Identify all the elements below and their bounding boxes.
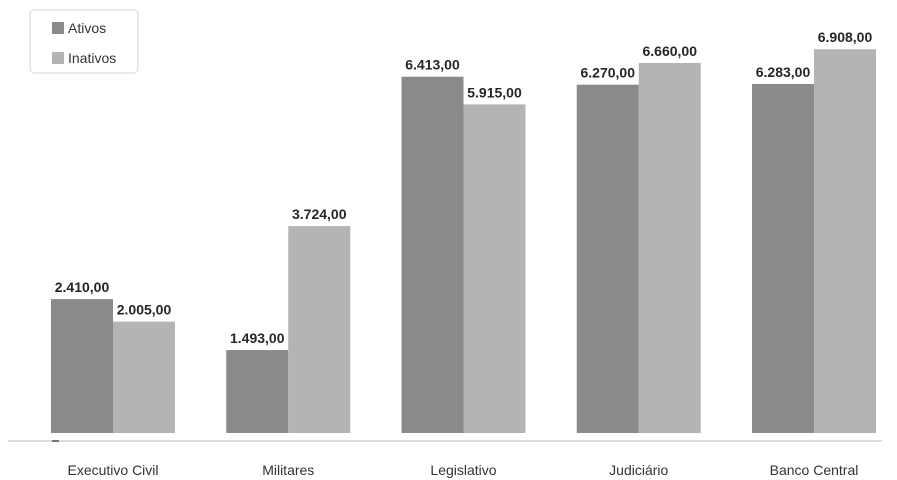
bar-ativos-legislativo — [401, 76, 464, 433]
legend-swatch-inativos — [52, 52, 64, 64]
value-label-ativos-banco-central: 6.283,00 — [756, 64, 811, 80]
value-label-inativos-judiciario: 6.660,00 — [643, 43, 698, 59]
value-label-inativos-militares: 3.724,00 — [292, 206, 347, 222]
value-label-ativos-executivo-civil: 2.410,00 — [55, 279, 110, 295]
value-label-ativos-judiciario: 6.270,00 — [581, 65, 636, 81]
legend-label-inativos: Inativos — [68, 50, 116, 66]
bar-inativos-executivo-civil — [113, 321, 175, 433]
value-label-inativos-executivo-civil: 2.005,00 — [117, 302, 172, 318]
x-tick-label-banco-central: Banco Central — [770, 462, 859, 478]
bar-inativos-judiciario — [638, 63, 701, 433]
value-label-ativos-legislativo: 6.413,00 — [405, 57, 460, 73]
value-label-inativos-banco-central: 6.908,00 — [818, 29, 873, 45]
bar-ativos-banco-central — [752, 83, 814, 433]
bar-ativos-executivo-civil — [51, 299, 113, 433]
bar-inativos-banco-central — [814, 49, 876, 433]
bars-layer — [51, 49, 876, 434]
legend-swatch-ativos — [52, 22, 64, 34]
bar-inativos-legislativo — [463, 104, 526, 433]
value-labels-layer: 2.410,00 2.005,00 1.493,00 3.724,00 6.413,00… — [55, 29, 873, 346]
x-tick-label-judiciario: Judiciário — [609, 462, 668, 478]
value-label-ativos-militares: 1.493,00 — [230, 330, 285, 346]
bar-inativos-militares — [288, 226, 351, 433]
x-tick-label-executivo-civil: Executivo Civil — [67, 462, 158, 478]
x-tick-labels-layer: Executivo Civil Militares Legislativo Judic… — [67, 462, 858, 478]
legend-label-ativos: Ativos — [68, 20, 106, 36]
x-tick-label-militares: Militares — [262, 462, 314, 478]
bar-ativos-judiciario — [576, 84, 639, 434]
legend: Ativos Inativos — [29, 9, 139, 74]
x-tick-label-legislativo: Legislativo — [430, 462, 496, 478]
bar-ativos-militares — [226, 350, 289, 433]
value-label-inativos-legislativo: 5.915,00 — [467, 84, 522, 100]
